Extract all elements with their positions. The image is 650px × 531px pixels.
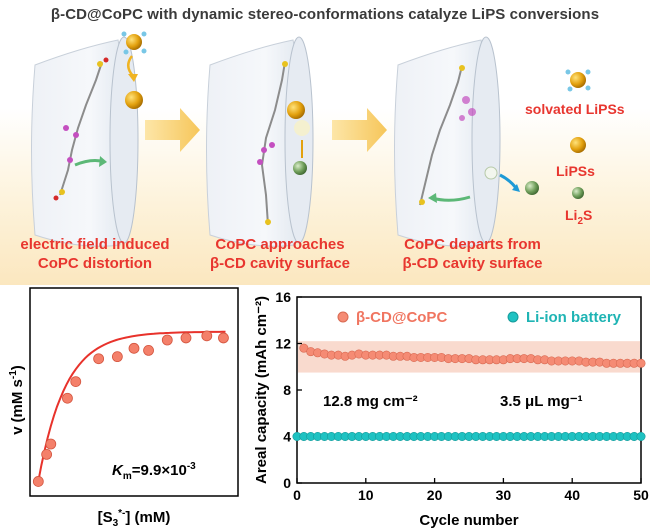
y-tick-label: 0 — [283, 475, 291, 491]
kinetics-point — [218, 332, 229, 344]
x-tick-label: 30 — [496, 487, 512, 503]
kinetics-point — [45, 438, 57, 450]
legend-solvated-icon — [565, 69, 591, 92]
kinetics-frame — [29, 287, 239, 497]
x-tick-label: 50 — [633, 487, 649, 503]
kinetics-point — [41, 448, 53, 460]
legend-bcd-copc: β-CD@CoPC — [337, 309, 447, 326]
kinetics-point — [201, 330, 213, 342]
legend-solvated-label: solvated LiPSs — [525, 101, 625, 117]
cycling-panel: 0 10 20 30 40 50 0 4 8 12 16 Areal capacity (mAh c… — [248, 285, 650, 531]
cycling-xlabel: Cycle number — [419, 512, 518, 529]
li-ion-point — [636, 432, 646, 442]
scheme-graphics — [31, 31, 591, 247]
step-2-caption: CoPC approaches β-CD cavity surface — [209, 236, 351, 272]
kinetics-point — [32, 476, 44, 487]
kinetics-point — [143, 345, 154, 356]
cycling-ticks: 0 10 20 30 40 50 0 4 8 12 16 — [275, 289, 649, 503]
kinetics-points — [32, 330, 229, 487]
svg-text:Li-ion battery: Li-ion battery — [526, 309, 622, 326]
svg-text:β-CD@CoPC: β-CD@CoPC — [356, 309, 447, 326]
bcd-copc-point — [636, 358, 646, 368]
kinetics-ylabel: v(mM s-1) — [8, 365, 26, 435]
legend-li2s-icon — [572, 187, 584, 199]
kinetics-chart: v(mM s-1) [S3*-] (mM) Km=9.9×10-3 — [8, 287, 239, 529]
kinetics-panel: v(mM s-1) [S3*-] (mM) Km=9.9×10-3 — [0, 285, 248, 531]
step-1-caption: electric field induced CoPC distortion — [20, 236, 170, 272]
kinetics-point — [128, 342, 140, 354]
process-arrow-1 — [145, 108, 200, 152]
cd-cavity-3 — [394, 36, 539, 247]
kinetics-point — [111, 351, 123, 363]
michaelis-menten-curve — [37, 330, 226, 482]
kinetics-point — [70, 376, 82, 387]
lipss-ball-cavity-2 — [287, 101, 305, 119]
cd-cavity-2 — [206, 36, 314, 247]
cd-cavity-1 — [31, 36, 139, 247]
legend-lipss-icon — [570, 137, 586, 153]
kinetics-point — [62, 392, 73, 404]
legend-li-ion: Li-ion battery — [507, 309, 622, 326]
step-3-caption: CoPC departs from β-CD cavity surface — [402, 236, 543, 272]
x-tick-label: 0 — [293, 487, 301, 503]
cycling-points — [292, 343, 646, 442]
y-tick-label: 12 — [275, 336, 291, 352]
figure-title: β-CD@CoPC with dynamic stereo-conformati… — [50, 6, 600, 23]
x-tick-label: 20 — [427, 487, 443, 503]
km-label: Km=9.9×10-3 — [112, 461, 196, 482]
kinetics-xlabel: [S3*-] (mM) — [98, 508, 171, 529]
mechanism-scheme: β-CD@CoPC with dynamic stereo-conformati… — [0, 0, 650, 285]
cycling-chart: 0 10 20 30 40 50 0 4 8 12 16 Areal capacity (mAh c… — [253, 289, 649, 529]
y-tick-label: 4 — [283, 429, 291, 445]
cycling-ylabel: Areal capacity (mAh cm⁻²) — [253, 296, 270, 484]
legend-lipss-label: LiPSs — [556, 163, 595, 179]
electrolyte-annotation: 3.5 μL mg⁻¹ — [500, 393, 583, 410]
solvated-lipss-molecule — [121, 31, 147, 109]
kinetics-point — [93, 353, 105, 365]
x-tick-label: 10 — [358, 487, 374, 503]
loading-annotation: 12.8 mg cm⁻² — [323, 393, 418, 410]
x-tick-label: 40 — [564, 487, 580, 503]
process-arrow-2 — [332, 108, 387, 152]
kinetics-point — [161, 334, 173, 346]
y-tick-label: 16 — [275, 289, 291, 305]
y-tick-label: 8 — [283, 382, 291, 398]
kinetics-point — [180, 332, 192, 344]
legend-li2s-label: Li2S — [565, 207, 593, 227]
